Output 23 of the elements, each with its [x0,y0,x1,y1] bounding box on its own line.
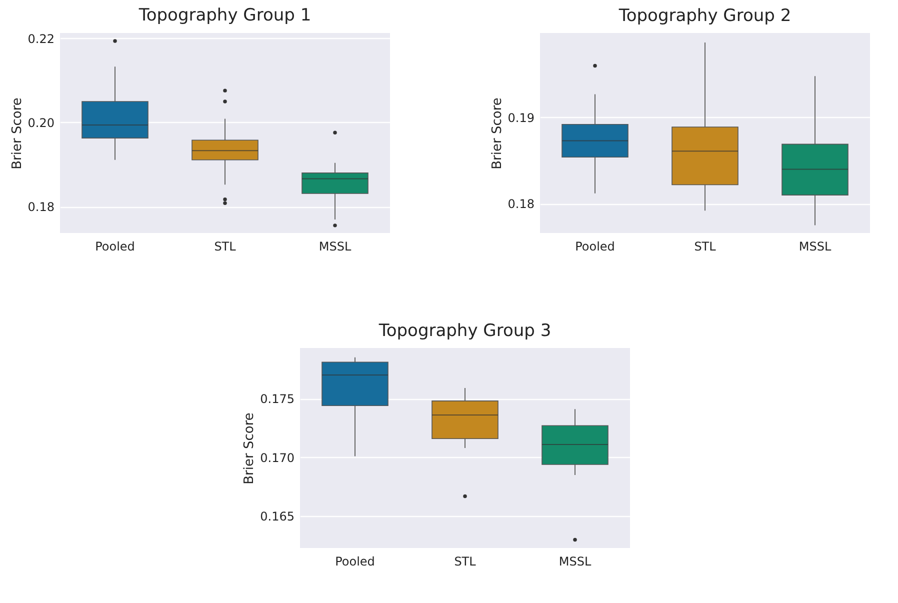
y-tick-label: 0.19 [508,110,534,125]
y-axis-title: Brier Score [490,98,505,170]
y-tick-label: 0.170 [260,450,294,465]
x-tick-label: Pooled [335,554,375,568]
y-tick-label: 0.20 [28,116,54,130]
x-tick-label: MSSL [798,240,832,254]
y-tick-label: 0.18 [508,197,534,212]
chart-title: Topography Group 2 [618,6,792,26]
y-axis-title: Brier Score [10,98,25,170]
x-tick-label: STL [694,240,716,254]
x-tick-label: MSSL [318,240,352,254]
chart-title: Topography Group 3 [378,321,552,341]
chart-title: Topography Group 1 [138,5,312,26]
y-axis-title: Brier Score [242,412,258,484]
x-tick-label: STL [454,554,476,568]
y-tick-label: 0.18 [28,200,54,214]
x-tick-label: Pooled [95,240,135,254]
x-tick-label: MSSL [558,554,592,568]
y-tick-label: 0.165 [260,510,294,524]
y-tick-label: 0.175 [260,392,294,406]
x-tick-label: Pooled [575,240,615,254]
x-tick-label: STL [214,240,236,254]
y-tick-label: 0.22 [28,32,54,46]
